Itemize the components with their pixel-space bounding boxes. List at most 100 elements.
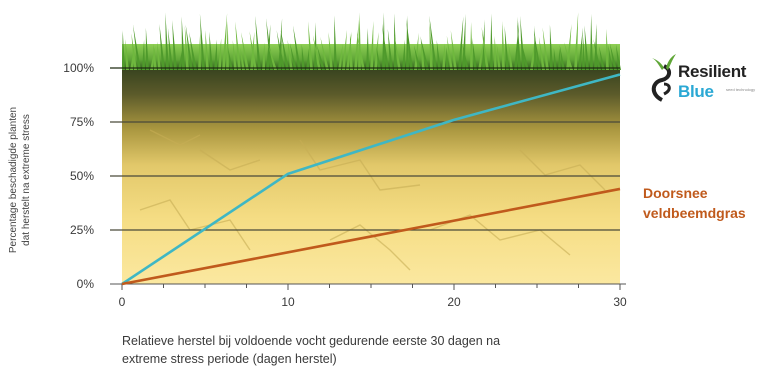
grass-blade	[470, 21, 473, 70]
grass-blade	[240, 47, 245, 70]
grass-blade	[167, 28, 173, 70]
grass-blade	[450, 30, 457, 70]
x-tick-label: 20	[447, 295, 461, 309]
grass-blade	[502, 21, 505, 70]
grass-blade	[566, 23, 572, 70]
grass-blade	[366, 28, 369, 70]
grass-blade	[232, 40, 237, 70]
series-1-label-line-1: Resilient	[678, 62, 747, 81]
grass-blade	[429, 21, 433, 71]
grass-blade	[446, 46, 449, 70]
y-tick-label: 100%	[63, 61, 94, 75]
logo-tagline: seed technology	[726, 87, 756, 92]
grass-blade	[517, 16, 521, 70]
grass-blade	[125, 39, 129, 70]
resilient-blue-logo: Resilient Blue seed technology	[648, 52, 766, 112]
series-2-label-line-2: veldbeemdgras	[643, 205, 746, 221]
grass-blade	[494, 35, 497, 70]
axes: 0% 25% 50% 75% 100% 0 10 20 30	[63, 61, 627, 309]
grass-blade	[559, 44, 565, 70]
grass-blade	[574, 12, 579, 70]
grass-blade	[533, 31, 541, 70]
grass-blade	[478, 42, 484, 70]
grass-blade	[218, 38, 222, 70]
grass-blade	[289, 43, 297, 70]
grass-blade	[608, 44, 613, 70]
grass-blade	[382, 23, 389, 70]
y-tick-label: 50%	[70, 169, 94, 183]
grass-blade	[349, 33, 353, 70]
grass-blade	[582, 36, 585, 70]
grid-lines	[110, 67, 620, 231]
grass-blade	[387, 29, 393, 71]
grass-blade	[402, 39, 405, 70]
grass-blade	[222, 13, 228, 71]
grass-blade	[306, 47, 310, 70]
grass-blade	[420, 36, 429, 70]
grass-blade	[458, 16, 464, 71]
grass-blade	[490, 13, 493, 70]
data-series	[121, 73, 621, 286]
grass-blade	[276, 30, 285, 70]
grass-blade	[558, 47, 561, 70]
grass-blade	[165, 12, 169, 71]
grass-swirl-icon	[651, 54, 676, 102]
soil-crack	[199, 149, 261, 171]
grass-blade	[593, 39, 601, 70]
grass-blade	[316, 45, 325, 70]
soil-crack	[329, 224, 411, 271]
y-axis-label-line-2: dat herstelt na extreme stress	[21, 114, 32, 246]
grass-blade	[520, 39, 529, 70]
grass-blade	[214, 39, 217, 70]
grass-blade	[268, 45, 277, 70]
x-axis-label-line-1: Relatieve herstel bij voldoende vocht ge…	[122, 334, 501, 348]
grass-blade	[132, 24, 141, 70]
grass-blade	[442, 43, 445, 70]
grass-blade	[446, 35, 453, 70]
grass-blade	[356, 32, 365, 70]
grass-blade	[542, 27, 549, 71]
grass-blade	[496, 43, 501, 70]
grass-blade	[262, 42, 265, 70]
grass-blade	[235, 21, 241, 71]
grass-blade	[514, 20, 520, 70]
grass-blade	[538, 36, 545, 70]
grass-blade	[312, 35, 321, 70]
grass-blade	[374, 32, 379, 70]
grass-blade	[227, 47, 233, 70]
grass-blade	[354, 19, 359, 71]
grass-blade	[553, 47, 557, 70]
grass-blade	[376, 46, 381, 70]
y-tick-label: 25%	[70, 223, 94, 237]
grass-blade	[249, 31, 257, 70]
grass-blade	[370, 20, 374, 70]
grass-illustration	[122, 12, 621, 71]
soil-crack	[149, 129, 201, 146]
grass-blade	[131, 33, 137, 70]
grass-blade	[414, 32, 419, 70]
grass-blade	[606, 28, 609, 70]
grass-blade	[406, 15, 409, 70]
grass-blade	[308, 21, 313, 70]
grass-blade	[301, 44, 305, 70]
grass-blade	[406, 18, 413, 70]
grass-blade	[615, 43, 621, 70]
grass-blade	[590, 13, 593, 70]
grass-blade	[189, 31, 197, 70]
grass-blade	[241, 32, 249, 70]
series-line-2	[121, 187, 621, 286]
grass-blade	[504, 26, 509, 70]
grass-blade	[413, 44, 421, 70]
grass-blade	[508, 42, 513, 70]
grass-blade	[342, 30, 347, 70]
series-2-label: Doorsnee veldbeemdgras	[643, 183, 763, 223]
grass-blade	[255, 15, 261, 70]
x-tick-label: 10	[281, 295, 295, 309]
grass-blade	[549, 24, 553, 71]
x-tick-label: 0	[119, 295, 126, 309]
y-axis-label: Percentage beschadigde planten dat herst…	[8, 107, 32, 253]
x-axis-label: Relatieve herstel bij voldoende vocht ge…	[122, 332, 642, 368]
grass-blade	[609, 42, 617, 70]
grass-blade	[172, 20, 177, 70]
grass-blade	[472, 38, 477, 70]
